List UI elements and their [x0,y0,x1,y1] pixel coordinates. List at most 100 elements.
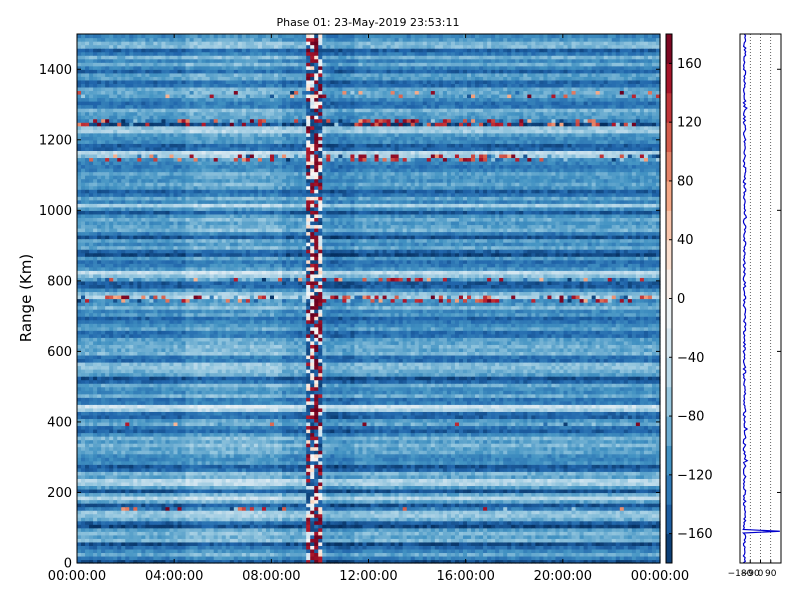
heatmap-cell [294,467,299,472]
heatmap-cell [579,450,585,455]
heatmap-cell [225,481,231,487]
heatmap-cell [145,527,150,532]
heatmap-cell [346,552,352,557]
heatmap-cell [402,506,408,511]
heatmap-cell [523,492,528,497]
heatmap-cell [185,499,191,504]
heatmap-cell [193,555,199,561]
heatmap-cell [519,478,524,483]
heatmap-cell [330,460,335,465]
heatmap-cell [370,478,376,483]
heatmap-cell [531,538,536,543]
heatmap-cell [442,492,448,497]
heatmap-cell [531,548,536,554]
heatmap-cell [579,478,585,483]
heatmap-cell [450,446,456,451]
heatmap-cell [651,510,657,515]
heatmap-cell [181,517,187,522]
heatmap-cell [85,464,90,469]
heatmap-cell [209,464,215,469]
heatmap-cell [89,552,94,557]
heatmap-cell [434,552,440,557]
heatmap-cell [507,538,512,543]
heatmap-cell [282,524,287,529]
heatmap-cell [579,453,585,458]
heatmap-cell [390,527,396,532]
heatmap-cell [651,506,657,511]
heatmap-cell [623,453,629,458]
heatmap-cell [129,450,134,455]
heatmap-cell [615,453,621,458]
heatmap-cell [197,439,203,444]
heatmap-cell [173,506,179,511]
heatmap-cell [257,503,263,508]
heatmap-cell [298,555,303,561]
heatmap-cell [471,548,476,554]
heatmap-cell [635,520,641,525]
heatmap-cell [406,460,412,465]
heatmap-cell [334,450,339,455]
heatmap-cell [81,467,86,472]
heatmap-cell [467,506,472,511]
heatmap-cell [282,555,287,561]
heatmap-cell [105,474,110,479]
heatmap-cell [487,474,492,479]
heatmap-cell [93,531,98,536]
heatmap-cell [314,443,319,448]
heatmap-cell [205,488,211,494]
heatmap-cell [442,531,448,536]
heatmap-cell [507,492,512,497]
heatmap-cell [426,450,432,455]
heatmap-cell [623,531,629,536]
heatmap-cell [527,460,532,465]
heatmap-cell [519,503,524,508]
heatmap-cell [438,492,444,497]
heatmap-cell [603,481,609,487]
heatmap-cell [434,460,440,465]
heatmap-cell [587,503,593,508]
heatmap-cell [418,460,424,465]
heatmap-cell [93,510,98,515]
heatmap-cell [491,510,496,515]
heatmap-cell [338,524,343,529]
heatmap-cell [113,527,118,532]
heatmap-cell [523,481,528,487]
heatmap-cell [149,548,154,554]
heatmap-cell [81,510,86,515]
heatmap-cell [434,499,440,504]
heatmap-cell [193,446,199,451]
heatmap-cell [314,527,319,532]
heatmap-cell [394,531,400,536]
heatmap-cell [467,531,472,536]
heatmap-cell [201,510,207,515]
heatmap-cell [189,499,195,504]
heatmap-cell [495,520,500,525]
heatmap-cell [559,446,565,451]
heatmap-cell [390,499,396,504]
heatmap-cell [430,443,436,448]
heatmap-cell [503,453,508,458]
heatmap-cell [129,541,134,546]
heatmap-cell [563,485,569,490]
heatmap-cell [386,531,392,536]
heatmap-cell [475,517,480,522]
heatmap-cell [467,481,472,487]
heatmap-cell [205,457,211,462]
heatmap-cell [535,446,540,451]
heatmap-cell [346,485,352,490]
heatmap-cell [567,503,573,508]
heatmap-cell [105,467,110,472]
heatmap-cell [121,541,126,546]
heatmap-cell [310,464,315,469]
heatmap-cell [479,548,484,554]
heatmap-cell [603,443,609,448]
heatmap-cell [479,555,484,561]
heatmap-cell [278,520,283,525]
heatmap-cell [414,534,420,539]
heatmap-cell [491,499,496,504]
heatmap-cell [245,453,251,458]
heatmap-cell [587,446,593,451]
heatmap-cell [137,467,142,472]
heatmap-cell [245,485,251,490]
heatmap-cell [438,534,444,539]
